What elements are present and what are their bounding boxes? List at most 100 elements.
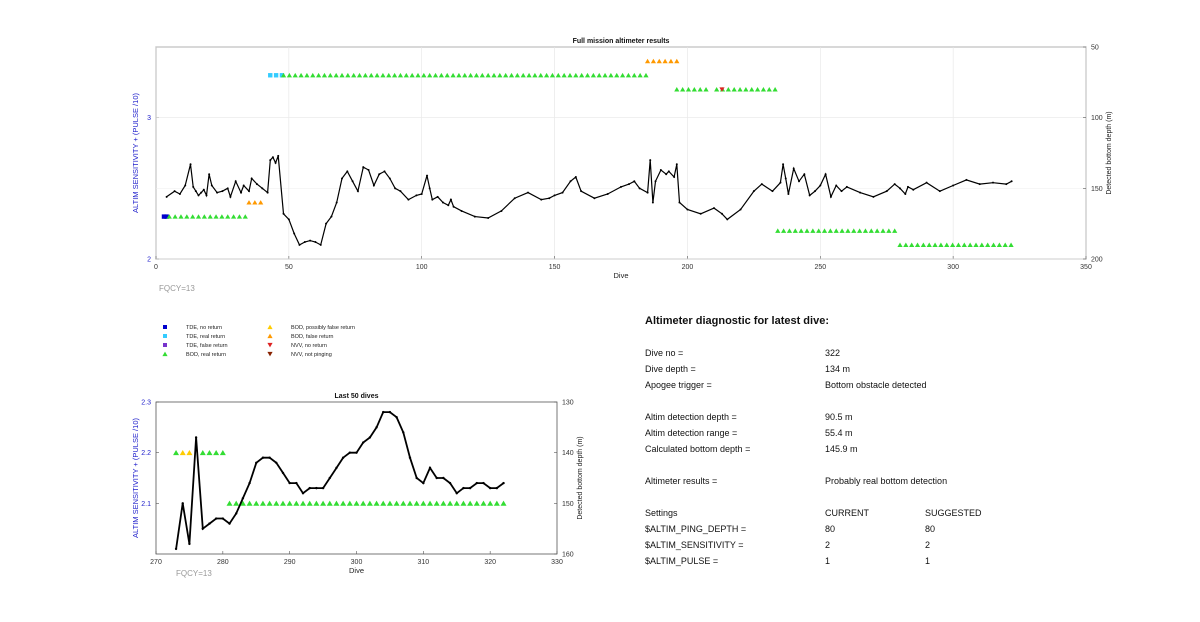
- marker-triangle-up: [602, 72, 608, 78]
- depth-point: [978, 183, 981, 186]
- depth-point: [341, 177, 343, 180]
- marker-triangle-up: [300, 500, 307, 506]
- x-tick-label: 290: [284, 559, 296, 566]
- depth-point: [606, 192, 609, 195]
- depth-point: [184, 184, 187, 187]
- marker-square: [268, 73, 273, 78]
- marker-triangle-up: [473, 500, 480, 506]
- depth-point: [779, 181, 782, 184]
- depth-point: [348, 451, 352, 454]
- marker-triangle-up: [420, 500, 427, 506]
- marker-triangle-up: [226, 500, 233, 506]
- legend: TDE, no return TDE, real return TDE, false…: [162, 324, 355, 358]
- depth-point: [346, 170, 349, 173]
- depth-point: [378, 173, 381, 176]
- marker-triangle-up: [880, 228, 886, 233]
- depth-point: [904, 192, 907, 195]
- marker-triangle-up: [279, 500, 286, 506]
- marker-triangle-up: [650, 58, 657, 64]
- depth-point: [388, 177, 391, 180]
- depth-point: [181, 502, 184, 505]
- depth-point: [241, 497, 245, 500]
- depth-point: [659, 168, 662, 171]
- marker-triangle-up: [1008, 242, 1014, 247]
- depth-point: [906, 185, 909, 188]
- marker-triangle-up: [236, 214, 243, 219]
- marker-triangle-up: [219, 449, 226, 456]
- setting-name: $ALTIM_SENSITIVITY =: [645, 540, 744, 550]
- marker-triangle-up: [493, 500, 500, 506]
- depth-point: [752, 190, 755, 193]
- depth-point: [362, 166, 365, 169]
- depth-series-line: [175, 411, 505, 550]
- depth-point: [408, 456, 412, 459]
- depth-point: [513, 197, 516, 200]
- marker-triangle-up: [544, 72, 550, 78]
- depth-point: [455, 492, 458, 495]
- settings-label: Settings: [645, 508, 678, 518]
- depth-point: [720, 212, 723, 215]
- depth-point: [938, 190, 941, 193]
- depth-point: [965, 178, 968, 181]
- det-range-label: Altim detection range =: [645, 428, 738, 438]
- depth-point: [298, 243, 301, 246]
- x-tick-label: 200: [682, 264, 694, 271]
- depth-point: [228, 522, 231, 525]
- suggested-label: SUGGESTED: [925, 508, 982, 518]
- y-tick-label-left: 3: [147, 115, 151, 122]
- legend-square-marker: [163, 334, 167, 338]
- calc-depth-label: Calculated bottom depth =: [645, 444, 751, 454]
- depth-point: [194, 436, 198, 439]
- legend-square-marker: [163, 343, 167, 347]
- depth-point: [361, 441, 365, 444]
- legend-triangle-marker: [162, 351, 168, 357]
- depth-point: [678, 201, 681, 204]
- depth-point: [189, 163, 192, 166]
- marker-triangle-up: [760, 87, 767, 92]
- marker-triangle-up: [886, 228, 892, 233]
- marker-triangle-up: [497, 72, 503, 78]
- depth-point: [240, 191, 243, 194]
- x-tick-label: 50: [285, 264, 293, 271]
- depth-point: [268, 456, 271, 459]
- marker-triangle-up: [950, 242, 956, 247]
- marker-triangle-up: [731, 87, 737, 92]
- marker-triangle-up: [480, 500, 487, 506]
- y-tick-label-right: 160: [562, 552, 574, 559]
- y-tick-label-left: 2.2: [141, 450, 151, 457]
- results-label: Altimeter results =: [645, 476, 718, 486]
- marker-triangle-up: [932, 242, 938, 247]
- legend-label: TDE, no return: [186, 325, 222, 331]
- depth-point: [1010, 180, 1013, 183]
- marker-triangle-up: [252, 200, 258, 205]
- marker-triangle-up: [310, 72, 316, 78]
- depth-point: [402, 431, 405, 434]
- depth-point: [428, 187, 431, 190]
- depth-point: [782, 163, 785, 166]
- dive-no-label: Dive no =: [645, 348, 684, 358]
- depth-point: [872, 195, 875, 198]
- depth-point: [242, 184, 245, 187]
- marker-triangle-up: [485, 72, 491, 78]
- depth-point: [468, 486, 472, 490]
- marker-triangle-up: [380, 72, 386, 78]
- y-axis-label-right: Detected bottom depth (m): [577, 436, 584, 519]
- marker-triangle-up: [892, 228, 898, 233]
- y-axis-label-left: ALTIM SENSITIVITY + (PULSE /10): [131, 93, 140, 213]
- marker-triangle-up: [555, 72, 561, 78]
- depth-point: [784, 177, 787, 180]
- marker-triangle-up: [549, 72, 556, 78]
- depth-point: [792, 167, 795, 170]
- setting-current: 1: [825, 556, 831, 566]
- depth-point: [665, 173, 668, 176]
- depth-point: [667, 170, 670, 173]
- depth-point: [407, 198, 410, 201]
- marker-triangle-up: [409, 72, 415, 78]
- depth-point: [202, 188, 205, 191]
- marker-triangle-up: [403, 72, 409, 78]
- marker-triangle-up: [938, 242, 944, 247]
- depth-point: [266, 191, 269, 194]
- marker-triangle-up: [473, 72, 480, 78]
- marker-triangle-up: [985, 242, 991, 247]
- marker-triangle-up: [386, 72, 392, 78]
